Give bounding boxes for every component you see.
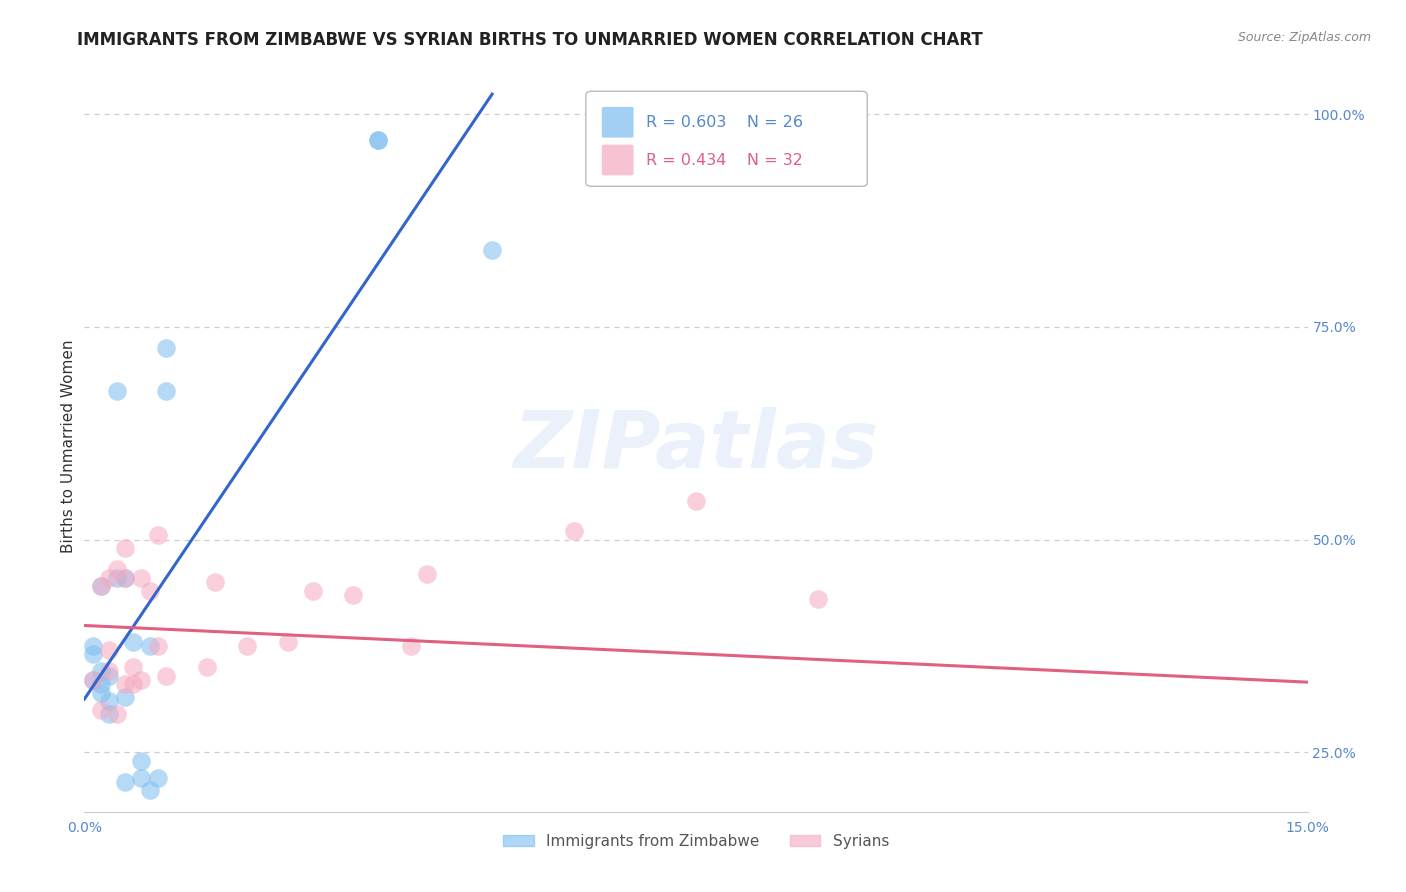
Point [138, 783, 160, 797]
Point [301, 583, 323, 598]
Point [90, 686, 112, 700]
FancyBboxPatch shape [602, 107, 634, 137]
Point [481, 244, 503, 258]
Point [82, 673, 104, 687]
Text: R = 0.434    N = 32: R = 0.434 N = 32 [645, 153, 803, 168]
Point [131, 771, 153, 785]
Point [204, 575, 226, 590]
Point [105, 562, 128, 576]
Point [131, 673, 153, 687]
Legend: Immigrants from Zimbabwe, Syrians: Immigrants from Zimbabwe, Syrians [496, 828, 896, 855]
Point [807, 592, 830, 607]
Point [367, 133, 389, 147]
Point [90, 703, 112, 717]
Point [114, 541, 136, 555]
Point [367, 133, 389, 147]
Point [82, 673, 104, 687]
Point [82, 648, 104, 662]
Text: IMMIGRANTS FROM ZIMBABWE VS SYRIAN BIRTHS TO UNMARRIED WOMEN CORRELATION CHART: IMMIGRANTS FROM ZIMBABWE VS SYRIAN BIRTH… [77, 31, 983, 49]
Point [277, 634, 299, 648]
Text: R = 0.603    N = 26: R = 0.603 N = 26 [645, 115, 803, 129]
Point [114, 775, 136, 789]
Point [114, 677, 136, 691]
Point [138, 583, 160, 598]
Point [481, 834, 503, 848]
Point [90, 665, 112, 679]
Point [82, 639, 104, 653]
Point [236, 639, 259, 653]
Text: ZIPatlas: ZIPatlas [513, 407, 879, 485]
Text: Source: ZipAtlas.com: Source: ZipAtlas.com [1237, 31, 1371, 45]
Point [146, 771, 169, 785]
Point [114, 571, 136, 585]
Point [562, 524, 585, 538]
Point [90, 677, 112, 691]
Point [399, 639, 422, 653]
Point [97, 668, 120, 682]
Point [155, 668, 177, 682]
Point [970, 834, 993, 848]
Point [90, 579, 112, 593]
Point [122, 677, 145, 691]
Point [105, 706, 128, 721]
Point [97, 694, 120, 708]
Point [97, 706, 120, 721]
Point [122, 634, 145, 648]
Point [97, 571, 120, 585]
Point [105, 571, 128, 585]
Point [146, 528, 169, 542]
Point [342, 588, 364, 602]
Point [155, 384, 177, 398]
Point [90, 579, 112, 593]
Point [146, 639, 169, 653]
Point [138, 639, 160, 653]
Point [416, 566, 439, 581]
Point [97, 643, 120, 657]
Y-axis label: Births to Unmarried Women: Births to Unmarried Women [60, 339, 76, 553]
Point [131, 571, 153, 585]
Point [114, 690, 136, 704]
Point [97, 665, 120, 679]
Point [155, 341, 177, 355]
Point [195, 660, 218, 674]
Point [131, 754, 153, 768]
Point [122, 660, 145, 674]
FancyBboxPatch shape [586, 91, 868, 186]
FancyBboxPatch shape [602, 145, 634, 176]
Point [114, 571, 136, 585]
Point [105, 384, 128, 398]
Point [685, 494, 707, 508]
